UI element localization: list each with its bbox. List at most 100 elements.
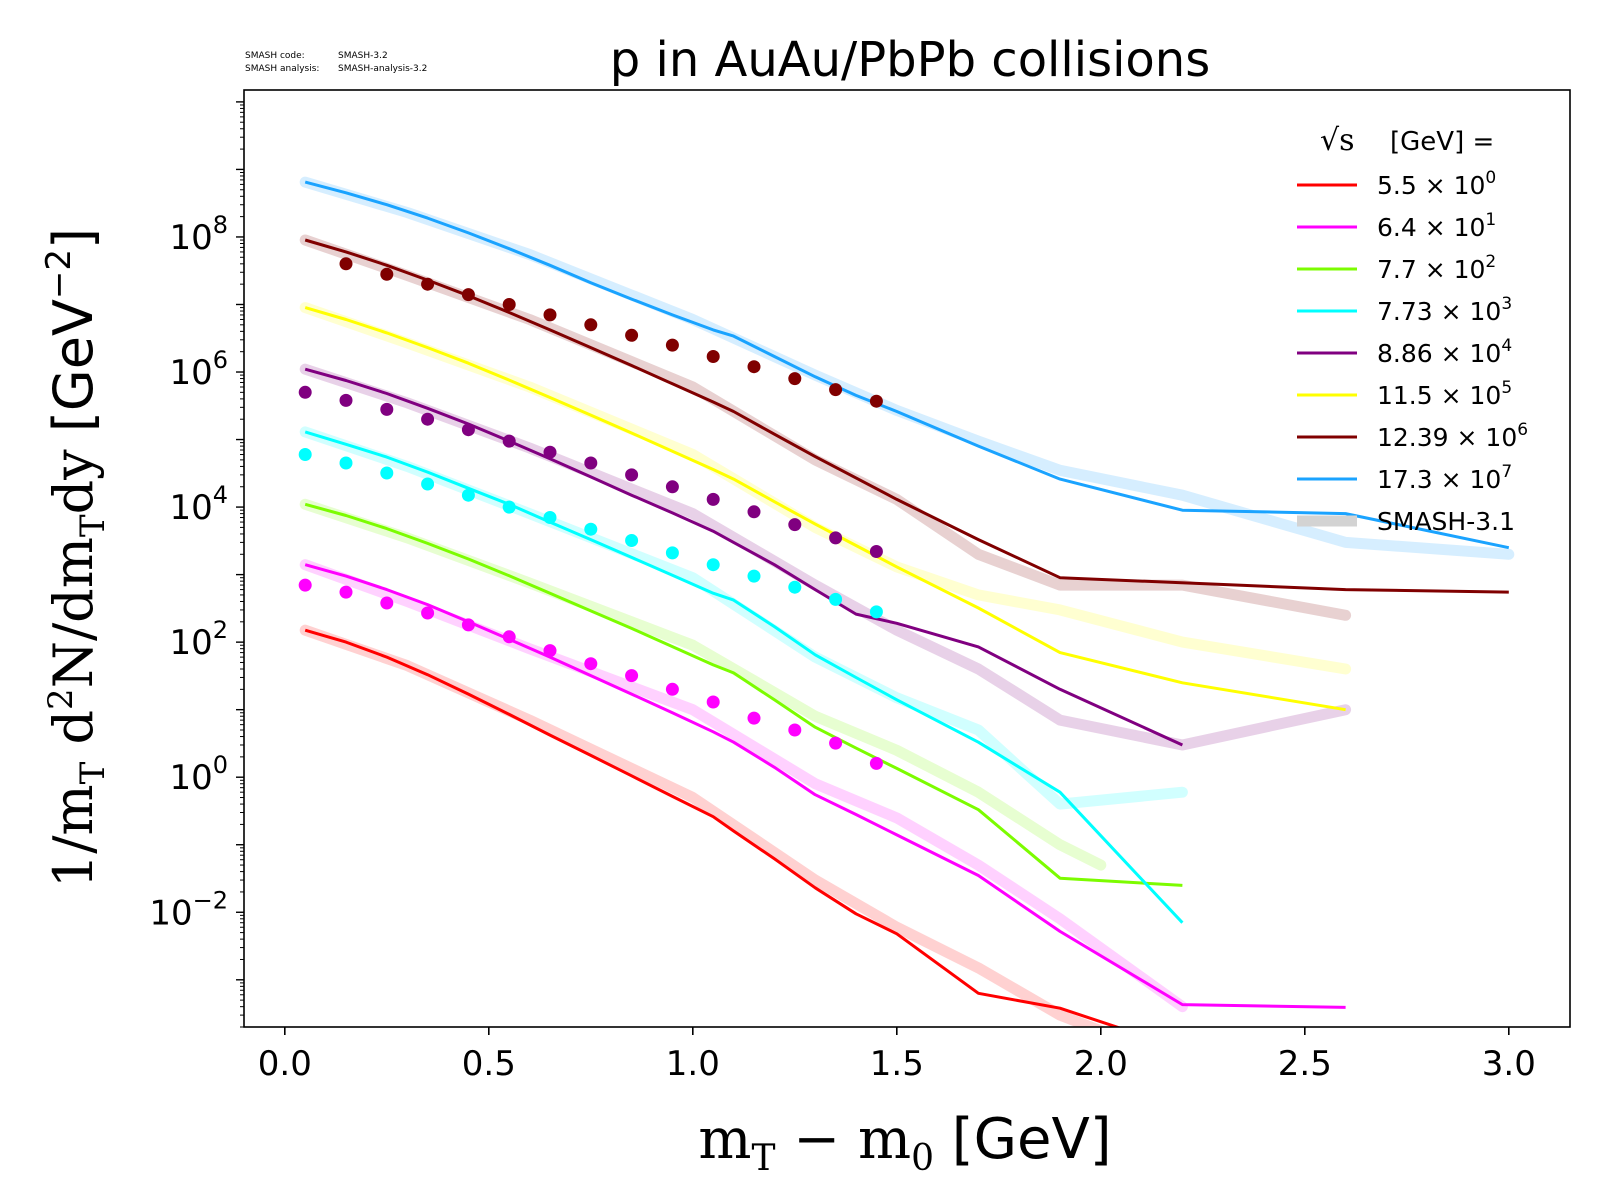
series-3-point — [747, 569, 761, 583]
series-4-point — [869, 545, 883, 558]
series-4-point — [625, 468, 639, 482]
y-tick-label: 104 — [169, 481, 228, 528]
series-7-line — [304, 180, 1510, 550]
y-axis-label: 1/mT d2N/dmTdy [GeV−2] — [39, 228, 113, 888]
series-3-point — [543, 511, 557, 524]
series-1-point — [461, 618, 475, 632]
legend-sqrt-s-symbol: √s — [1320, 123, 1355, 158]
legend-label-3: 7.73 × 103 — [1377, 294, 1512, 326]
series-1-line — [304, 563, 1346, 1009]
y-tick-label: 100 — [169, 751, 228, 798]
legend-label-0: 5.5 × 100 — [1377, 168, 1496, 200]
series-1-point — [421, 606, 435, 620]
legend-label-6: 12.39 × 106 — [1377, 420, 1528, 452]
series-lines — [304, 180, 1510, 1027]
series-1-point — [298, 578, 312, 592]
series-3-point — [665, 546, 679, 560]
series-4-point — [298, 385, 312, 399]
series-1-point — [543, 644, 557, 658]
series-1-point — [747, 711, 761, 725]
series-6-point — [829, 383, 843, 397]
watermark-analysis-value: SMASH-analysis-3.2 — [338, 64, 427, 74]
series-5-line — [304, 306, 1346, 712]
series-2-line — [304, 502, 1183, 887]
series-2-reference-line — [299, 498, 1107, 871]
series-4-point — [665, 480, 679, 494]
x-axis-ticks: 0.0 0.5 1.0 1.5 2.0 2.5 3.0 — [258, 1027, 1536, 1084]
series-4-point — [788, 518, 802, 532]
series-6-point — [461, 288, 475, 302]
x-tick-label: 1.0 — [666, 1044, 720, 1084]
series-1-point — [625, 669, 639, 683]
watermark-analysis-label: SMASH analysis: — [245, 64, 319, 74]
series-3-reference-line — [299, 426, 1188, 810]
series-1-point — [706, 695, 720, 709]
series-4-line — [304, 367, 1184, 747]
svg-text:mT − m0 [GeV]: mT − m0 [GeV] — [698, 1107, 1111, 1179]
series-4-point — [339, 393, 353, 407]
series-3-point — [298, 448, 312, 461]
series-6-point — [380, 267, 394, 281]
series-6-point — [747, 360, 761, 374]
experimental-points — [298, 257, 883, 770]
series-6-point — [706, 350, 720, 363]
series-1-point — [829, 736, 843, 750]
x-tick-label: 2.5 — [1278, 1044, 1332, 1084]
series-1-point — [380, 596, 394, 610]
x-tick-label: 0.0 — [258, 1044, 312, 1084]
series-3-point — [339, 456, 353, 470]
series-3-point — [584, 522, 598, 536]
series-6-point — [543, 308, 557, 322]
series-3-point — [829, 592, 843, 606]
series-6-point — [421, 277, 435, 291]
series-4-point — [829, 531, 843, 545]
series-3-point — [869, 605, 883, 619]
x-tick-label: 2.0 — [1074, 1044, 1128, 1084]
legend-label-reference: SMASH-3.1 — [1377, 507, 1515, 536]
legend-title: [GeV] = — [1390, 127, 1494, 157]
series-3-line — [304, 430, 1184, 924]
series-1-point — [869, 756, 883, 770]
x-tick-label: 3.0 — [1482, 1044, 1536, 1084]
legend-label-2: 7.7 × 102 — [1377, 252, 1496, 284]
series-1-point — [788, 723, 802, 737]
series-0-line — [304, 628, 1122, 1027]
legend-label-1: 6.4 × 101 — [1377, 210, 1496, 242]
y-tick-label: 10−2 — [149, 886, 228, 933]
x-tick-label: 1.5 — [870, 1044, 924, 1084]
series-1-point — [665, 682, 679, 696]
series-3-point — [461, 488, 475, 502]
series-3-point — [706, 558, 720, 572]
legend-label-4: 8.86 × 104 — [1377, 336, 1512, 368]
series-4-point — [543, 445, 557, 459]
series-3-point — [380, 466, 394, 480]
series-4-point — [747, 505, 761, 519]
watermark-code-value: SMASH-3.2 — [338, 51, 388, 61]
y-axis-ticks: 10−2 100 102 104 106 108 — [149, 101, 244, 1028]
legend-label-5: 11.5 × 105 — [1377, 378, 1512, 410]
series-1-point — [584, 657, 598, 671]
series-6-point — [584, 318, 598, 332]
series-6-point — [665, 338, 679, 352]
series-4-point — [421, 412, 435, 426]
series-1-point — [502, 630, 516, 644]
series-4-point — [706, 492, 720, 506]
series-1-reference-line — [299, 559, 1188, 1013]
series-3-point — [421, 477, 435, 491]
series-3-point — [625, 534, 639, 547]
series-4-point — [502, 434, 516, 448]
series-6-point — [339, 257, 353, 271]
series-4-point — [461, 423, 475, 437]
y-tick-label: 102 — [169, 616, 228, 663]
series-6-point — [502, 298, 516, 311]
series-4-point — [380, 402, 394, 416]
plot-frame — [243, 89, 1571, 1028]
x-axis-label: mT − m0 [GeV] — [698, 1107, 1111, 1179]
y-tick-label: 106 — [169, 346, 228, 393]
series-3-point — [788, 580, 802, 594]
x-tick-label: 0.5 — [462, 1044, 516, 1084]
y-tick-label: 108 — [169, 211, 228, 258]
chart-title: p in AuAu/PbPb collisions — [610, 32, 1210, 88]
